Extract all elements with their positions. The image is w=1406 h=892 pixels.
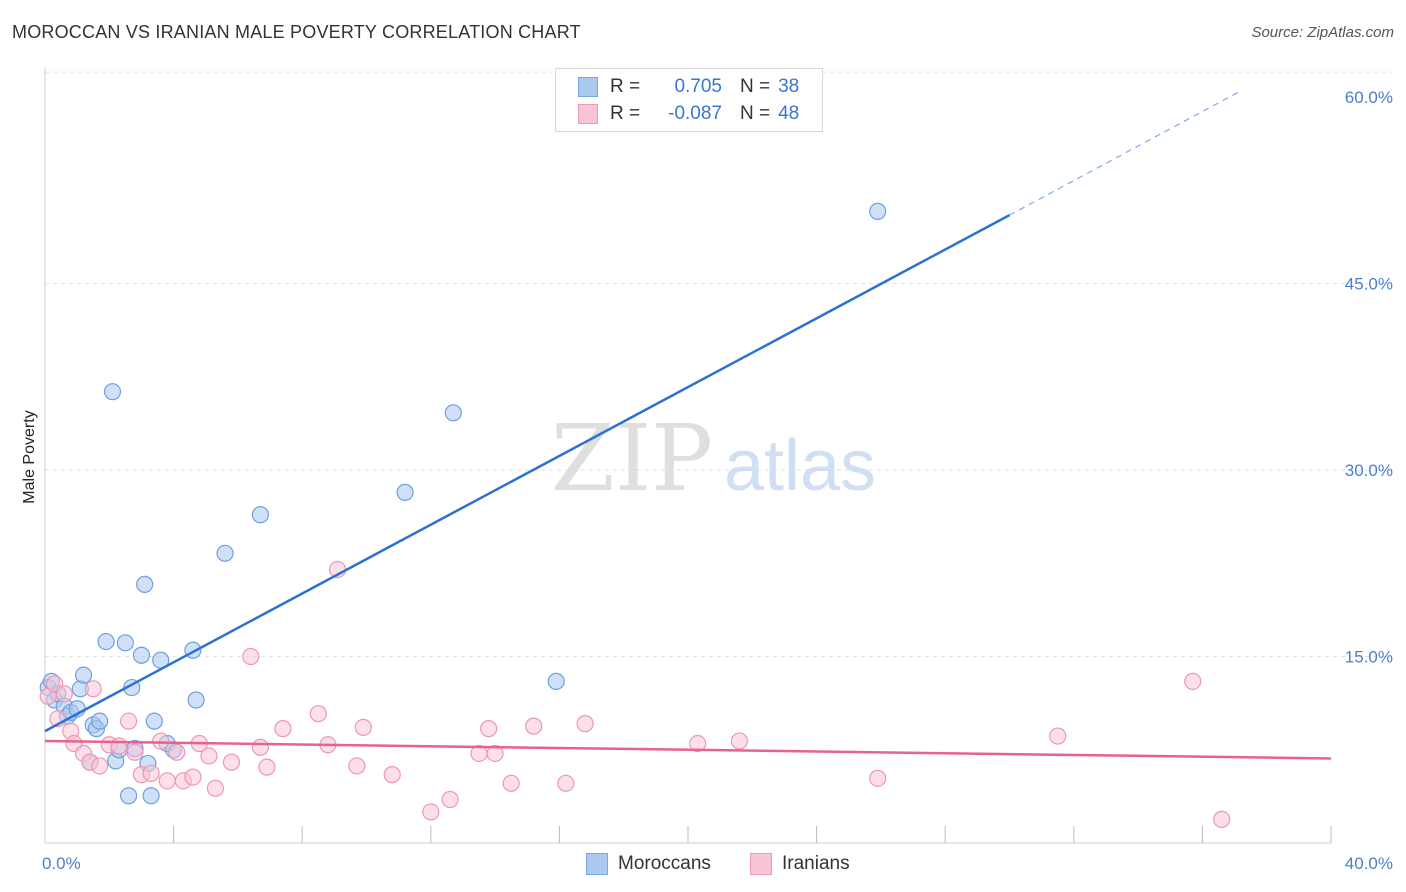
data-point-moroccans xyxy=(74,666,93,684)
data-point-iranians xyxy=(158,772,176,790)
data-point-iranians xyxy=(55,685,73,703)
legend-n-label: N = xyxy=(740,76,771,97)
y-tick-label: 30.0% xyxy=(1345,461,1393,480)
data-point-iranians xyxy=(730,732,749,750)
data-point-iranians xyxy=(1184,672,1202,690)
axes-layer xyxy=(44,68,1332,844)
trend-layer xyxy=(44,90,1332,760)
bottom-legend-moroccans: Moroccans xyxy=(586,852,711,876)
data-point-iranians xyxy=(242,647,260,666)
data-point-iranians xyxy=(557,774,575,792)
data-point-iranians xyxy=(441,790,459,809)
data-point-iranians xyxy=(258,758,276,776)
data-point-moroccans xyxy=(103,383,122,401)
data-point-moroccans xyxy=(251,506,270,524)
data-point-iranians xyxy=(869,769,887,787)
legend-r-label: R = xyxy=(610,103,641,124)
watermark-zip: ZIP xyxy=(551,405,713,512)
legend-swatch-moroccans xyxy=(578,77,598,97)
data-point-iranians xyxy=(110,737,128,755)
data-point-iranians xyxy=(142,764,160,782)
data-point-iranians xyxy=(480,720,498,738)
legend-n-value: 38 xyxy=(778,76,800,97)
data-point-moroccans xyxy=(396,483,414,501)
data-point-iranians xyxy=(168,743,186,761)
data-point-iranians xyxy=(91,757,109,775)
data-point-moroccans xyxy=(136,575,154,593)
data-point-iranians xyxy=(486,744,504,763)
data-point-iranians xyxy=(206,779,224,797)
correlation-legend: R = 0.705 N = 38 R = -0.087 N = 48 xyxy=(555,68,823,132)
legend-row-moroccans: R = 0.705 N = 38 xyxy=(578,75,799,99)
trend-extension-moroccans xyxy=(1009,90,1242,216)
data-point-moroccans xyxy=(142,787,160,805)
grid-layer xyxy=(45,71,1392,657)
bottom-legend-swatch-moroccans xyxy=(586,853,608,875)
data-point-iranians xyxy=(689,734,707,753)
bottom-legend-swatch-iranians xyxy=(750,853,772,875)
data-point-iranians xyxy=(383,766,401,784)
bottom-legend-iranians: Iranians xyxy=(750,852,850,876)
data-point-iranians xyxy=(422,803,440,821)
watermark-atlas: atlas xyxy=(724,426,876,506)
data-point-moroccans xyxy=(116,634,134,652)
data-point-iranians xyxy=(274,720,292,738)
data-point-moroccans xyxy=(145,712,163,730)
data-point-moroccans xyxy=(187,691,205,709)
y-axis-label: Male Poverty xyxy=(21,410,38,503)
bottom-legend-label-iranians: Iranians xyxy=(782,853,850,874)
source-label: Source: ZipAtlas.com xyxy=(1251,24,1394,41)
x-tick-label: 40.0% xyxy=(1345,854,1393,873)
legend-n-label: N = xyxy=(740,103,771,124)
data-point-moroccans xyxy=(91,712,109,730)
trend-line-iranians xyxy=(44,739,1332,760)
data-point-iranians xyxy=(576,715,594,733)
legend-r-value: 0.705 xyxy=(674,76,722,97)
data-point-iranians xyxy=(119,712,138,730)
x-tick-label: 0.0% xyxy=(42,854,81,873)
trend-line-moroccans xyxy=(44,214,1011,733)
legend-n-value: 48 xyxy=(778,103,800,124)
legend-swatch-iranians xyxy=(578,104,598,124)
y-tick-label: 60.0% xyxy=(1345,88,1393,107)
data-point-iranians xyxy=(348,757,366,775)
data-point-iranians xyxy=(152,732,170,750)
data-point-moroccans xyxy=(547,672,565,690)
bottom-legend-label-moroccans: Moroccans xyxy=(618,853,711,874)
legend-r-label: R = xyxy=(610,76,641,97)
data-point-iranians xyxy=(309,705,327,723)
data-point-moroccans xyxy=(97,632,115,651)
data-point-iranians xyxy=(1213,810,1231,828)
points-layer xyxy=(39,202,1231,828)
data-point-iranians xyxy=(84,680,102,698)
y-tick-label: 45.0% xyxy=(1345,275,1393,294)
data-point-moroccans xyxy=(132,646,151,664)
tick-label-layer: 15.0% 30.0% 45.0% 60.0% 0.0% 40.0% xyxy=(42,88,1393,873)
legend-r-value: -0.087 xyxy=(668,103,722,124)
data-point-iranians xyxy=(502,774,520,792)
data-point-iranians xyxy=(200,747,218,765)
legend-row-iranians: R = -0.087 N = 48 xyxy=(578,102,799,126)
data-point-moroccans xyxy=(119,787,138,805)
data-point-moroccans xyxy=(444,404,462,422)
data-point-moroccans xyxy=(216,544,234,562)
data-point-iranians xyxy=(251,738,270,756)
data-point-iranians xyxy=(1049,727,1067,745)
data-point-iranians xyxy=(354,718,372,736)
data-point-iranians xyxy=(525,717,543,735)
y-tick-label: 15.0% xyxy=(1345,648,1393,667)
chart-title: MOROCCAN VS IRANIAN MALE POVERTY CORRELA… xyxy=(12,22,581,42)
data-point-iranians xyxy=(222,753,241,771)
data-point-iranians xyxy=(184,768,202,786)
watermark: ZIP atlas xyxy=(551,405,876,512)
data-point-iranians xyxy=(126,743,144,761)
data-point-moroccans xyxy=(869,202,887,220)
